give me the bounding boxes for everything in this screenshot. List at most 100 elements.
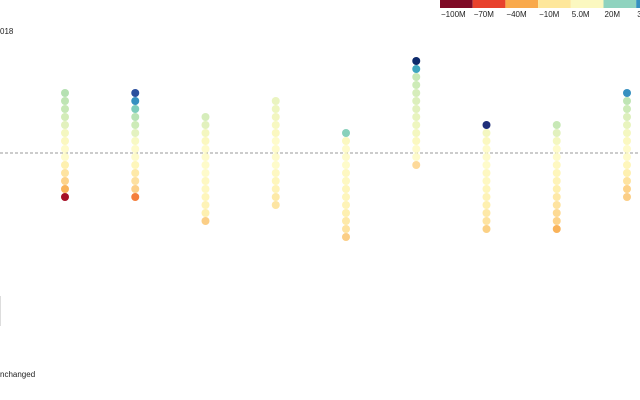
dot: [623, 137, 631, 145]
dot: [482, 145, 491, 153]
legend-label: −10M: [539, 10, 560, 19]
dot: [482, 169, 491, 177]
dot: [61, 89, 69, 97]
dot: [623, 145, 631, 153]
legend-label: 20M: [605, 10, 621, 19]
dot: [623, 129, 631, 137]
dot: [552, 145, 561, 153]
dot: [552, 129, 561, 137]
dot: [623, 177, 631, 185]
dot: [61, 185, 69, 193]
dot: [201, 145, 210, 153]
dot: [201, 153, 210, 161]
dot: [623, 153, 631, 161]
dot: [201, 185, 210, 193]
dot: [623, 97, 631, 105]
dot: [482, 225, 491, 233]
dot: [412, 105, 421, 113]
dot: [552, 177, 561, 185]
legend-label: 3: [637, 10, 640, 19]
dot: [342, 233, 350, 241]
dot: [342, 161, 350, 169]
dot: [552, 137, 561, 145]
legend-swatch: [570, 0, 604, 8]
dot: [482, 201, 491, 209]
dot: [61, 161, 69, 169]
legend-swatch: [636, 0, 640, 8]
dot: [412, 73, 421, 81]
dot: [552, 161, 561, 169]
dot: [342, 193, 350, 201]
legend-swatch: [472, 0, 506, 8]
dot: [201, 177, 210, 185]
dot: [61, 129, 69, 137]
legend-label: −40M: [506, 10, 527, 19]
dot: [623, 113, 631, 121]
dot: [131, 193, 140, 201]
legend-swatch: [440, 0, 473, 8]
dot: [482, 161, 491, 169]
dot: [482, 153, 491, 161]
dot: [552, 225, 561, 233]
dot: [342, 225, 350, 233]
dot: [482, 129, 491, 137]
dot: [623, 121, 631, 129]
dot: [271, 153, 280, 161]
dot: [482, 137, 491, 145]
legend-label: −100M: [441, 10, 466, 19]
chart-title: 018: [0, 27, 14, 36]
dot: [412, 113, 421, 121]
dot: [623, 105, 631, 113]
dot: [412, 129, 421, 137]
dot: [412, 145, 421, 153]
dot: [552, 169, 561, 177]
dot: [623, 193, 631, 201]
dot: [131, 177, 140, 185]
dot: [342, 137, 350, 145]
dot: [131, 121, 140, 129]
dot: [131, 185, 140, 193]
dot: [552, 153, 561, 161]
dot: [201, 121, 210, 129]
dot: [412, 97, 421, 105]
dot: [412, 153, 421, 161]
dot: [552, 193, 561, 201]
legend-label: 5.0M: [572, 10, 590, 19]
dot: [61, 121, 69, 129]
dot: [131, 105, 140, 113]
dot: [61, 137, 69, 145]
dot: [482, 217, 491, 225]
dot: [61, 153, 69, 161]
dot: [412, 81, 421, 89]
dot: [271, 129, 280, 137]
dot: [342, 185, 350, 193]
dot: [271, 105, 280, 113]
dot: [342, 153, 350, 161]
dot: [482, 177, 491, 185]
dot: [271, 113, 280, 121]
dot: [342, 177, 350, 185]
dot: [271, 137, 280, 145]
dot: [342, 217, 350, 225]
dot: [552, 217, 561, 225]
dot: [482, 185, 491, 193]
dot: [201, 161, 210, 169]
dot: [482, 193, 491, 201]
dot: [201, 169, 210, 177]
dot: [271, 185, 280, 193]
dot: [271, 161, 280, 169]
dot: [342, 129, 350, 137]
dot: [61, 105, 69, 113]
legend-swatch: [603, 0, 637, 8]
dot: [412, 137, 421, 145]
dot: [131, 145, 140, 153]
dot: [412, 65, 421, 73]
dot: [201, 217, 210, 225]
dot: [201, 193, 210, 201]
dot: [271, 177, 280, 185]
dot: [201, 129, 210, 137]
dot: [131, 169, 140, 177]
dot: [61, 169, 69, 177]
